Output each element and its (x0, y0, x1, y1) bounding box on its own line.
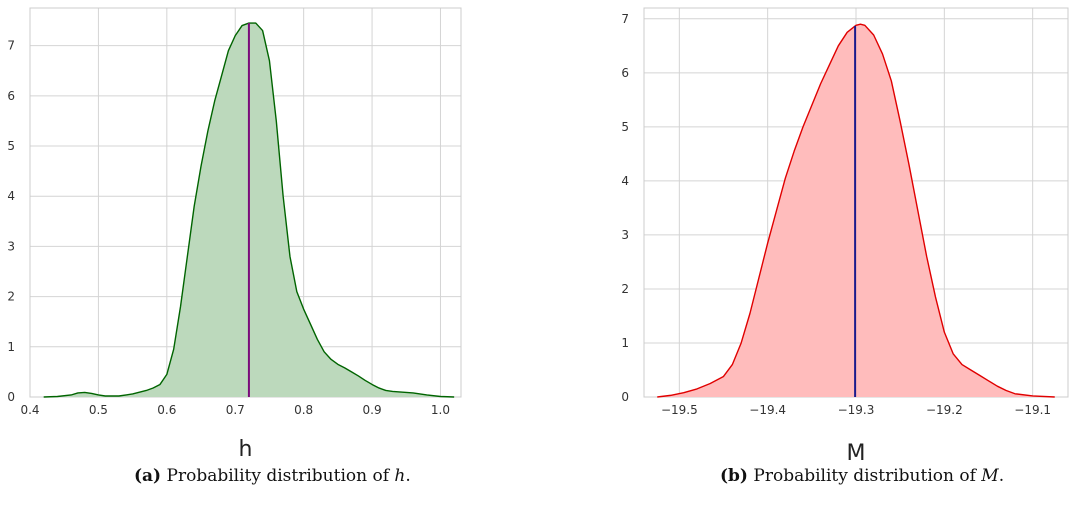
caption-a-var: h (394, 466, 406, 486)
x-tick-label: −19.5 (661, 403, 698, 417)
x-tick-label: 0.8 (294, 403, 313, 417)
y-tick-label: 1 (7, 340, 15, 354)
x-axis-label: M (847, 441, 866, 466)
y-tick-label: 5 (621, 120, 629, 134)
x-tick-label: −19.2 (926, 403, 963, 417)
y-tick-label: 7 (7, 39, 15, 53)
x-axis-label: h (239, 437, 253, 462)
x-tick-label: 0.5 (89, 403, 108, 417)
chart-panel-a: 0.4 0.5 0.6 0.7 0.8 0.9 1.0 0 1 2 3 4 5 6 7 h (7, 7, 462, 462)
caption-b-end: . (998, 466, 1005, 486)
x-tick-label: 0.7 (226, 403, 245, 417)
caption-b-label: (b) (720, 466, 748, 486)
x-tick-label: 0.9 (363, 403, 382, 417)
y-tick-label: 2 (621, 282, 629, 296)
caption-a-end: . (405, 466, 411, 486)
density-line (43, 22, 455, 398)
y-tick-label: 4 (7, 189, 15, 203)
y-tick-label: 3 (621, 228, 629, 242)
y-tick-label: 2 (7, 290, 15, 304)
y-tick-label: 7 (621, 12, 629, 26)
x-tick-label: 0.4 (20, 403, 39, 417)
caption-a-label: (a) (134, 466, 162, 486)
y-tick-label: 6 (621, 66, 629, 80)
caption-b-var: M (981, 466, 999, 486)
x-tick-label: 0.6 (157, 403, 176, 417)
y-tick-label: 0 (7, 390, 15, 404)
chart-panel-b: −19.5 −19.4 −19.3 −19.2 −19.1 0 1 2 3 4 5 6 7 M (621, 7, 1069, 466)
x-tick-label: 1.0 (431, 403, 450, 417)
y-tick-label: 5 (7, 139, 15, 153)
x-tick-label: −19.1 (1014, 403, 1051, 417)
caption-a-text: Probability distribution of (166, 466, 395, 486)
caption-b: (b) Probability distribution of M. (720, 466, 1004, 486)
y-tick-label: 6 (7, 89, 15, 103)
y-tick-label: 1 (621, 336, 629, 350)
caption-b-text: Probability distribution of (753, 466, 982, 486)
x-tick-label: −19.3 (838, 403, 875, 417)
caption-a: (a) Probability distribution of h. (134, 466, 411, 486)
y-tick-label: 4 (621, 174, 629, 188)
y-tick-label: 0 (621, 390, 629, 404)
x-tick-label: −19.4 (749, 403, 786, 417)
y-tick-label: 3 (7, 239, 15, 253)
density-line (657, 23, 1055, 398)
